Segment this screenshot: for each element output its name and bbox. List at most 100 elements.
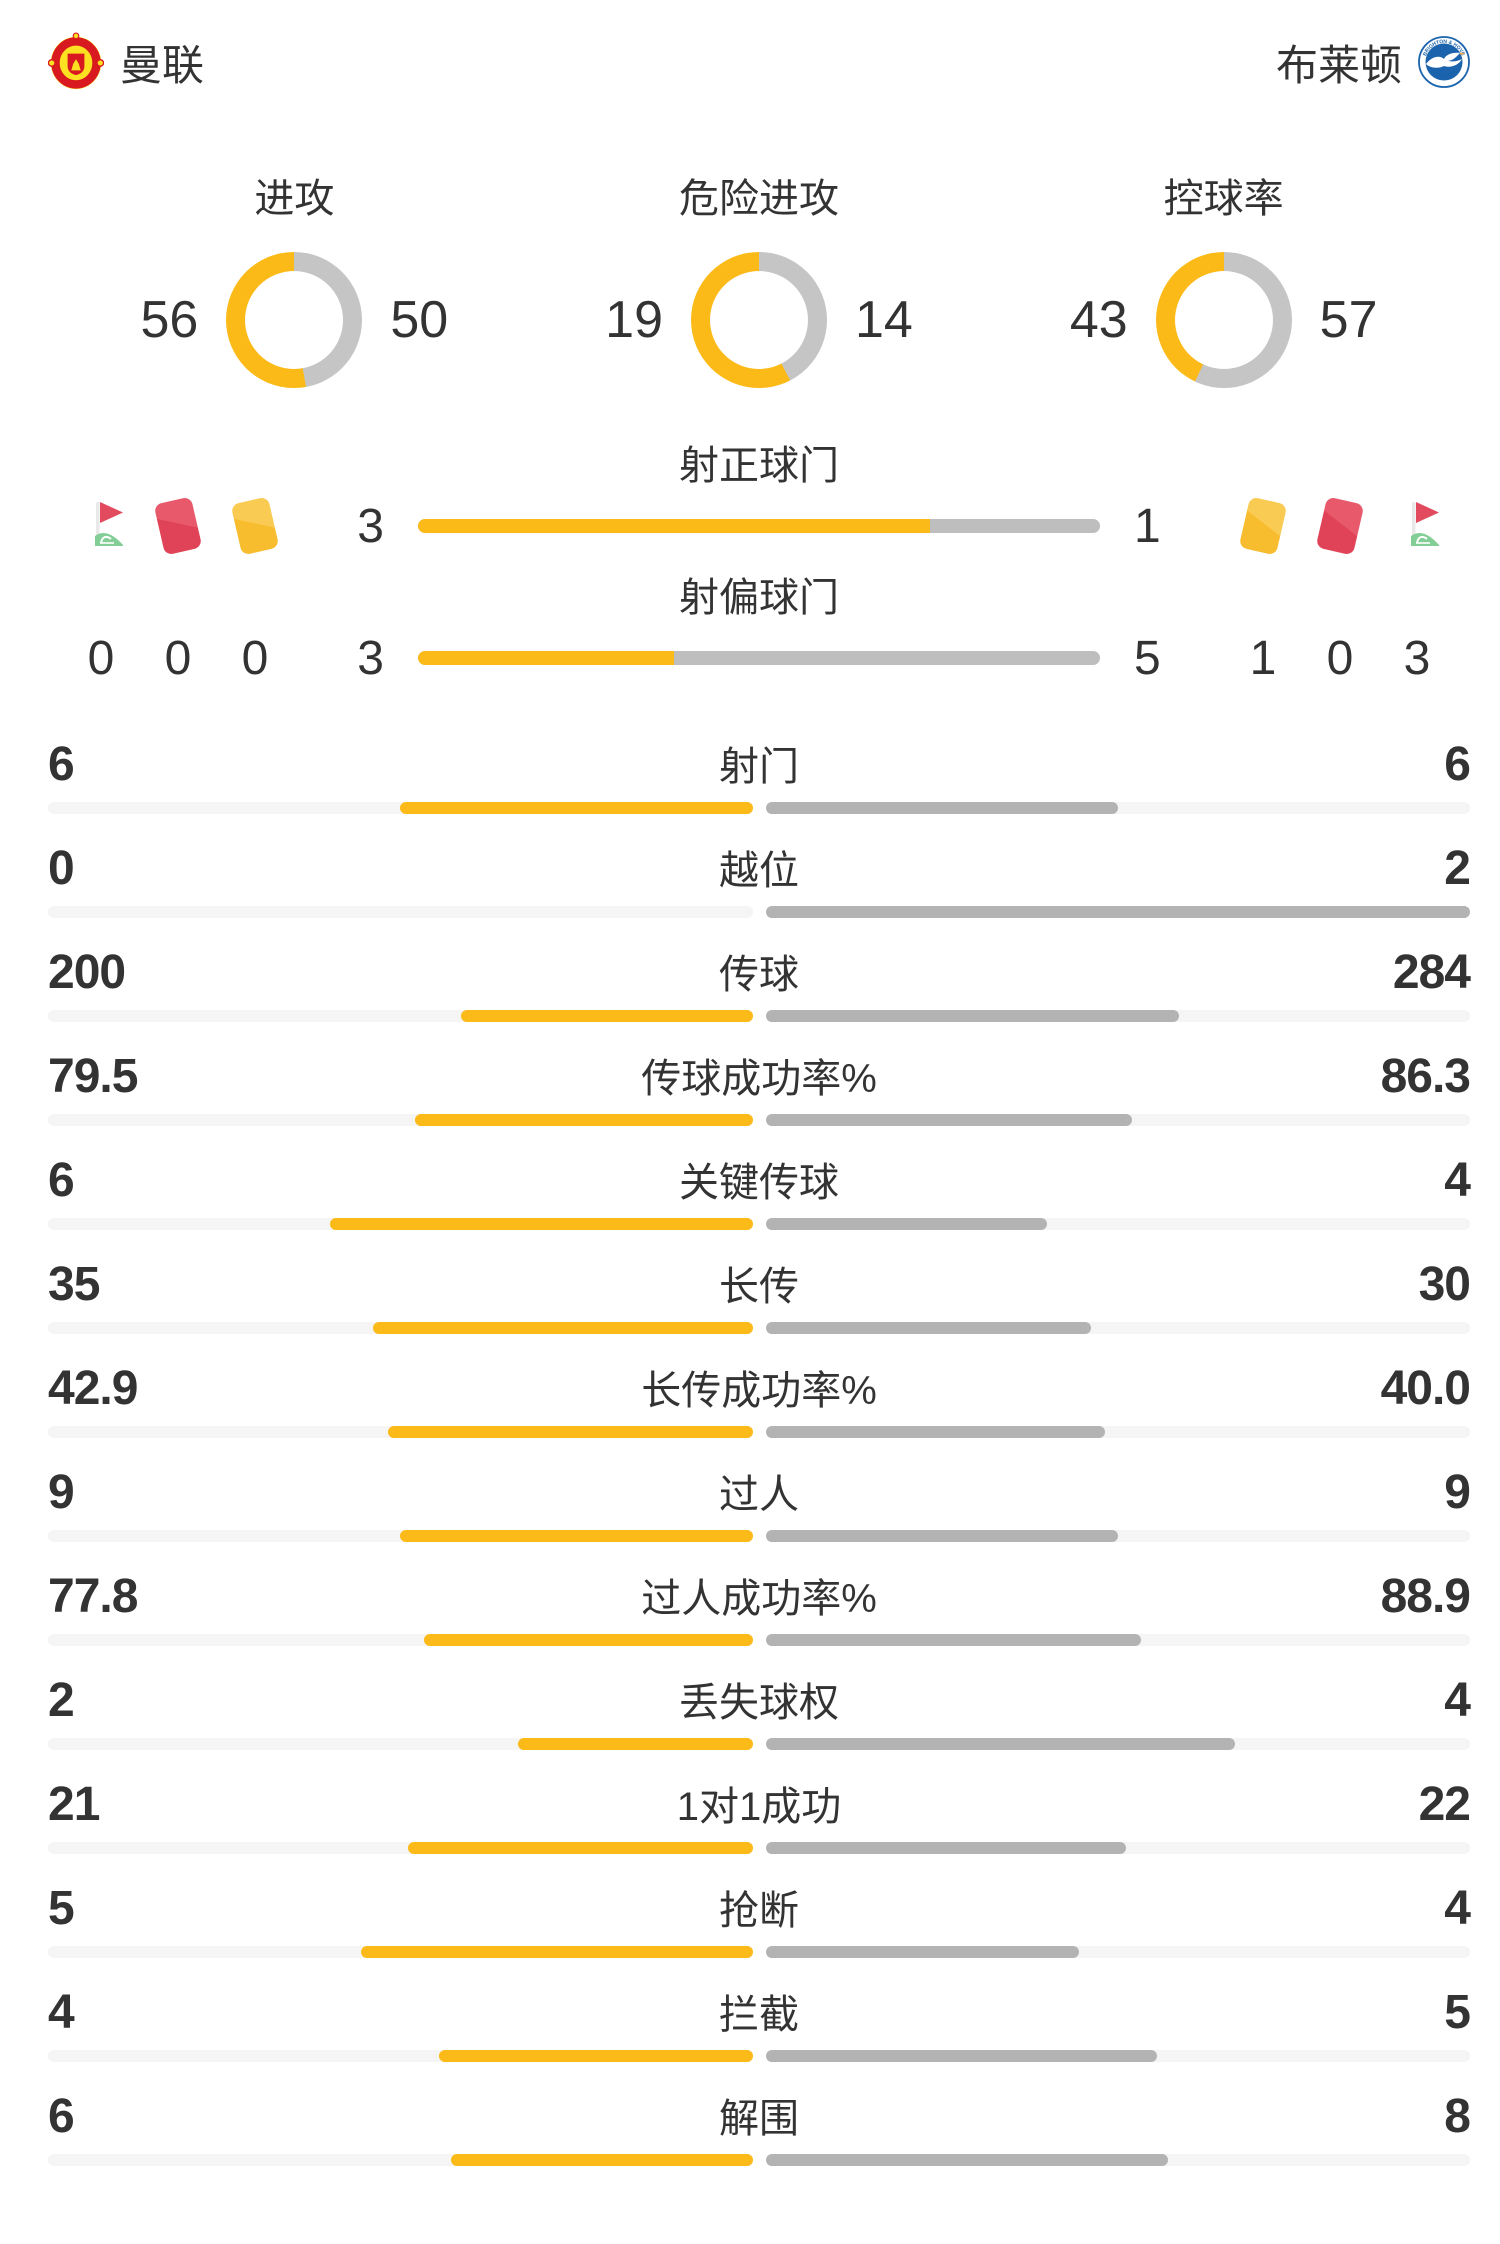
stat-label: 越位	[719, 849, 799, 893]
stat-label: 长传成功率%	[641, 1369, 877, 1413]
stat-row-passes: 200 传球 284	[48, 942, 1471, 1022]
away-yellow-cards-count: 1	[1249, 631, 1277, 685]
away-discipline-counts: 1 0 3	[1210, 631, 1470, 686]
stat-home-value: 6	[48, 1154, 75, 1207]
stat-label: 拦截	[719, 1993, 799, 2037]
away-team-header[interactable]: 布莱顿 BRIGHTON & HOVE ALBION	[1276, 32, 1470, 93]
donut-col-attacks: 进攻 56 50	[62, 172, 527, 388]
stat-bars	[48, 802, 1470, 814]
stat-bars	[48, 1530, 1470, 1542]
home-team-header[interactable]: 曼联	[48, 32, 204, 93]
away-red-cards-count: 0	[1326, 631, 1354, 685]
stat-bars	[48, 1114, 1470, 1126]
home-discipline-counts: 0 0 0	[48, 631, 308, 686]
stat-label: 传球	[719, 953, 799, 997]
stat-away-value: 4	[1444, 1674, 1471, 1727]
stat-home-value: 9	[48, 1466, 75, 1519]
corner-flag-icon	[1411, 502, 1439, 546]
stat-row-dribble-success: 77.8 过人成功率% 88.9	[48, 1566, 1471, 1646]
stat-row-pass-success: 79.5 传球成功率% 86.3	[48, 1046, 1471, 1126]
attacks-label: 进攻	[254, 177, 335, 221]
shots-on-target-away-value: 1	[1134, 499, 1161, 553]
attacks-home-value: 56	[140, 291, 199, 349]
stat-home-value: 5	[48, 1882, 75, 1935]
stat-row-clearances: 6 解围 8	[48, 2086, 1471, 2166]
shots-off-target-row: 0 0 0 3 5 1 0 3	[48, 626, 1470, 690]
stat-row-duels-won: 21 1对1成功 22	[48, 1774, 1471, 1854]
home-team-name: 曼联	[120, 41, 205, 89]
stat-bars	[48, 906, 1470, 918]
svg-text:ALBION: ALBION	[1436, 71, 1456, 80]
stat-home-value: 2	[48, 1674, 75, 1727]
stat-row-tackles: 5 抢断 4	[48, 1878, 1471, 1958]
stat-bars	[48, 1322, 1470, 1334]
stat-row-long-balls: 35 长传 30	[48, 1254, 1471, 1334]
stat-home-value: 79.5	[48, 1050, 138, 1103]
stat-row-shots: 6 射门 6	[48, 734, 1471, 814]
stat-label: 过人成功率%	[641, 1577, 877, 1621]
manchester-united-crest-icon	[48, 32, 104, 90]
stat-away-value: 2	[1444, 842, 1471, 895]
stat-label: 解围	[719, 2097, 799, 2141]
shots-off-target-home-value: 3	[357, 631, 384, 685]
stat-bars	[48, 2050, 1470, 2062]
donut-charts-row: 进攻 56 50 危险进攻 19 14 控球率 43 57	[48, 172, 1470, 388]
brighton-crest-icon: BRIGHTON & HOVE ALBION	[1418, 36, 1470, 88]
home-discipline-icons	[48, 496, 308, 556]
dangerous-attacks-home-value: 19	[605, 291, 663, 349]
away-corners-count: 3	[1403, 631, 1431, 685]
stat-label: 关键传球	[679, 1161, 839, 1205]
stat-away-value: 88.9	[1380, 1570, 1471, 1623]
stat-row-long-ball-success: 42.9 长传成功率% 40.0	[48, 1358, 1471, 1438]
stat-away-value: 5	[1444, 1986, 1471, 2039]
stats-list: 6 射门 6 0 越位 2 200 传球 2	[48, 734, 1471, 2166]
stat-bars	[48, 1218, 1470, 1230]
shots-on-target-row: 3 1	[48, 494, 1470, 558]
stat-away-value: 8	[1444, 2090, 1471, 2143]
stat-away-value: 40.0	[1380, 1362, 1471, 1415]
shots-off-target-label: 射偏球门	[679, 576, 839, 620]
attacks-donut-chart	[226, 252, 363, 388]
stat-row-possession-lost: 2 丢失球权 4	[48, 1670, 1471, 1750]
home-red-cards-count: 0	[164, 631, 192, 685]
corner-flag-icon	[95, 502, 123, 546]
dangerous-attacks-donut-chart	[691, 252, 827, 388]
header: 曼联 布莱顿 BRIGHTON & HOVE ALBION	[48, 26, 1470, 98]
shots-off-target-bar	[418, 651, 1100, 665]
stat-away-value: 6	[1444, 738, 1471, 791]
shots-off-target-away-value: 5	[1134, 631, 1161, 685]
stat-bars	[48, 1426, 1470, 1438]
stat-away-value: 22	[1418, 1778, 1471, 1831]
red-card-icon	[153, 496, 203, 556]
stat-home-value: 42.9	[48, 1362, 138, 1415]
yellow-card-icon	[230, 496, 280, 556]
shots-on-target-label: 射正球门	[679, 444, 839, 488]
attacks-away-value: 50	[390, 291, 449, 349]
stat-bars	[48, 1634, 1470, 1646]
possession-donut-chart	[1155, 252, 1292, 388]
donut-col-possession: 控球率 43 57	[991, 172, 1456, 388]
donut-col-dangerous-attacks: 危险进攻 19 14	[527, 172, 992, 388]
shots-on-target-bar	[418, 519, 1100, 533]
stat-row-offsides: 0 越位 2	[48, 838, 1471, 918]
yellow-card-icon	[1238, 496, 1288, 556]
red-card-icon	[1315, 496, 1365, 556]
stat-label: 1对1成功	[676, 1785, 842, 1829]
stat-bars	[48, 1842, 1470, 1854]
shots-on-target-home-value: 3	[357, 499, 384, 553]
stat-away-value: 284	[1392, 946, 1471, 999]
possession-label: 控球率	[1163, 177, 1284, 221]
stat-home-value: 6	[48, 738, 75, 791]
stat-label: 抢断	[719, 1889, 799, 1933]
stat-label: 丢失球权	[679, 1681, 839, 1725]
home-yellow-cards-count: 0	[241, 631, 269, 685]
stat-away-value: 4	[1444, 1154, 1471, 1207]
stat-bars	[48, 1738, 1470, 1750]
stat-away-value: 9	[1444, 1466, 1471, 1519]
stat-label: 射门	[719, 745, 799, 789]
stat-bars	[48, 1946, 1470, 1958]
stat-home-value: 21	[48, 1778, 100, 1831]
stat-label: 过人	[719, 1473, 799, 1517]
away-team-name: 布莱顿	[1275, 41, 1402, 89]
